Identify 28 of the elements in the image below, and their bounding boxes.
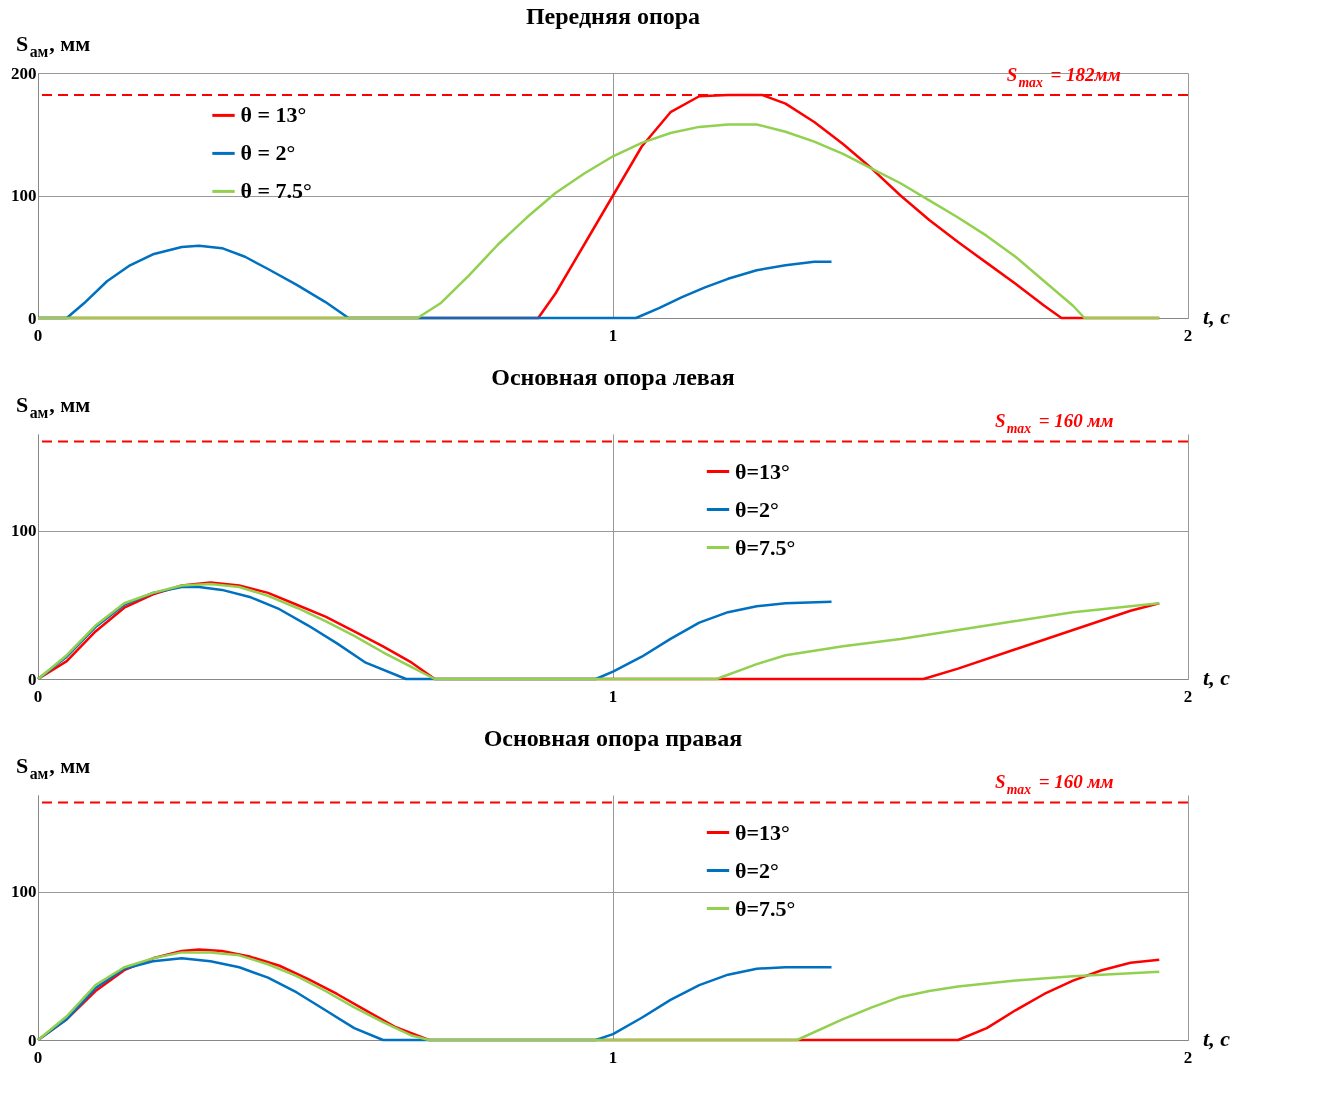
legend-label: θ=13° [735, 819, 790, 845]
legend-label: θ = 7.5° [240, 178, 312, 204]
legend-label: θ=2° [735, 857, 779, 883]
y-tick-label: 100 [11, 882, 37, 902]
y-tick-label: 100 [11, 186, 37, 205]
y-tick-label: 100 [11, 521, 37, 541]
chart-title: Основная опора левая [491, 364, 735, 390]
legend-label: θ = 13° [240, 102, 307, 128]
y-tick-label: 0 [28, 669, 37, 689]
y-tick-label: 0 [28, 308, 37, 328]
x-tick-label: 2 [1183, 326, 1193, 345]
chart-title: Основная опора правая [483, 725, 743, 751]
x-axis-title: t, с [1203, 1025, 1231, 1051]
x-tick-label: 1 [608, 1048, 618, 1067]
legend-label: θ=2° [735, 496, 779, 522]
x-tick-label: 2 [1183, 1048, 1193, 1067]
legend-label: θ=13° [735, 458, 790, 484]
x-axis-title: t, с [1203, 303, 1231, 329]
x-tick-label: 2 [1183, 687, 1193, 706]
y-tick-label: 0 [28, 1030, 37, 1050]
y-tick-label: 200 [11, 63, 37, 83]
legend-label: θ = 2° [240, 140, 296, 166]
x-tick-label: 1 [608, 687, 618, 706]
x-axis-title: t, с [1203, 664, 1231, 690]
legend-label: θ=7.5° [735, 895, 796, 921]
chart-title: Передняя опора [525, 3, 701, 29]
x-tick-label: 1 [608, 326, 618, 345]
legend-label: θ=7.5° [735, 534, 796, 560]
